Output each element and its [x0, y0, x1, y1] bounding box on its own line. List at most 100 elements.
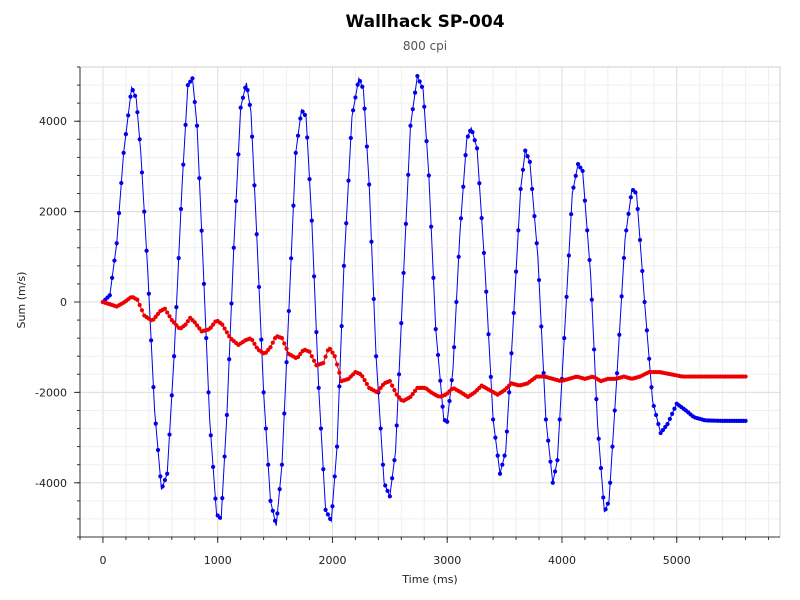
data-point [128, 94, 133, 99]
data-point [328, 516, 333, 522]
data-point [743, 374, 748, 379]
data-point [337, 384, 342, 389]
data-point [211, 322, 216, 327]
data-point [406, 172, 411, 177]
data-point [307, 176, 312, 182]
data-point [472, 138, 477, 143]
data-point [621, 255, 627, 261]
y-tick-label: -2000 [35, 386, 67, 399]
data-point [123, 132, 128, 137]
data-point [277, 487, 282, 492]
data-point [137, 137, 142, 142]
data-point [192, 99, 197, 105]
data-point [410, 391, 415, 396]
data-point [146, 291, 151, 296]
data-point [275, 511, 280, 516]
data-point [612, 408, 617, 413]
data-point [194, 123, 200, 128]
data-point [582, 198, 588, 203]
data-point [523, 148, 528, 153]
data-point [284, 360, 289, 365]
data-point [491, 417, 496, 422]
data-point [261, 390, 266, 395]
data-point [575, 162, 581, 167]
data-point [334, 444, 340, 449]
data-point [484, 289, 489, 294]
data-point [624, 228, 629, 233]
data-point [178, 206, 184, 212]
data-point [364, 381, 369, 387]
data-point [578, 165, 583, 170]
data-point [167, 314, 172, 319]
data-point [321, 360, 326, 366]
data-point [293, 150, 298, 155]
data-point [511, 310, 516, 316]
data-point [222, 454, 227, 459]
data-point [318, 426, 324, 431]
data-point [252, 183, 257, 188]
data-point [601, 495, 606, 500]
data-point [587, 257, 592, 263]
data-point [188, 79, 193, 84]
data-point [527, 159, 532, 164]
data-point [167, 432, 172, 437]
data-point [481, 250, 487, 256]
data-point [555, 458, 560, 463]
x-tick-label: 4000 [548, 554, 576, 567]
data-point [224, 412, 229, 418]
data-point [605, 501, 610, 506]
data-point [151, 385, 156, 390]
data-point [323, 354, 328, 359]
data-point [543, 417, 549, 422]
data-point [452, 345, 457, 350]
data-point [158, 474, 163, 479]
series-line [102, 74, 746, 526]
data-point [534, 241, 539, 246]
data-point [270, 340, 275, 345]
data-point [328, 346, 333, 352]
data-point [663, 424, 668, 430]
data-point [155, 311, 161, 316]
data-point [520, 167, 526, 172]
data-point [135, 110, 140, 115]
data-point [651, 403, 656, 409]
data-point [144, 248, 149, 253]
data-point [447, 398, 452, 404]
data-point [353, 95, 358, 100]
data-point [461, 184, 466, 189]
data-point [373, 354, 379, 359]
y-tick-label: 0 [60, 296, 67, 309]
data-point [201, 281, 207, 287]
data-point [279, 462, 285, 467]
data-point [495, 453, 500, 458]
data-point [240, 95, 246, 100]
data-point [110, 275, 115, 280]
data-point [119, 180, 124, 186]
data-point [412, 90, 418, 95]
data-point [325, 512, 330, 517]
x-axis-label: Time (ms) [401, 573, 457, 586]
data-point [153, 421, 158, 426]
data-point [130, 88, 135, 93]
data-point [185, 82, 190, 88]
data-point [419, 84, 425, 89]
data-point [530, 186, 535, 192]
x-tick-label: 3000 [433, 554, 461, 567]
data-point [286, 308, 291, 314]
data-point [298, 351, 303, 357]
data-point [155, 447, 161, 453]
data-point [497, 471, 503, 476]
x-tick-label: 2000 [318, 554, 346, 567]
data-point [300, 109, 305, 114]
data-point [479, 215, 484, 221]
data-point [470, 129, 475, 135]
data-point [658, 430, 663, 436]
data-point [426, 173, 431, 178]
data-point [121, 150, 126, 155]
data-point [424, 139, 429, 144]
data-point [594, 397, 599, 402]
data-point [504, 429, 509, 434]
data-point [653, 412, 659, 418]
data-point [162, 477, 168, 483]
data-point [385, 488, 390, 493]
